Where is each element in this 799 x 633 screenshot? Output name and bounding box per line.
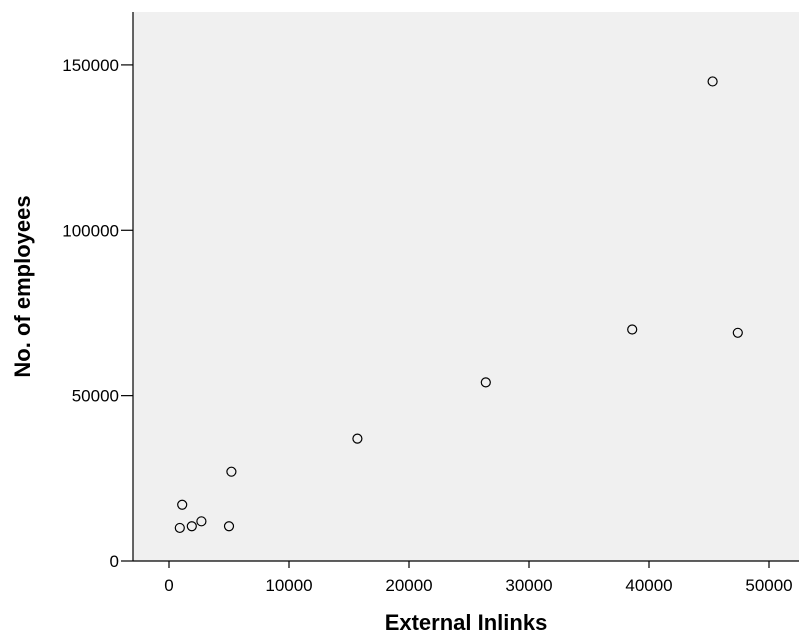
- data-point: [627, 324, 638, 335]
- data-point: [223, 521, 235, 532]
- data-point: [352, 433, 363, 444]
- data-point: [732, 327, 743, 338]
- data-point: [196, 516, 207, 527]
- y-tick-label: 0: [110, 552, 119, 571]
- data-points: [174, 76, 743, 534]
- x-tick-label: 0: [164, 576, 173, 595]
- x-tick-label: 10000: [265, 576, 312, 595]
- data-point: [177, 499, 188, 510]
- x-tick-label: 50000: [745, 576, 792, 595]
- x-axis-title: External Inlinks: [385, 610, 548, 633]
- data-point: [174, 522, 185, 534]
- y-axis-title: No. of employees: [10, 195, 35, 377]
- x-tick-label: 20000: [385, 576, 432, 595]
- x-tick-label: 40000: [625, 576, 672, 595]
- data-point: [707, 76, 718, 87]
- data-point: [186, 521, 197, 532]
- y-tick-label: 100000: [62, 221, 119, 240]
- data-point: [480, 377, 491, 388]
- x-axis: 0 10000 20000 30000 40000 50000: [133, 560, 799, 595]
- y-tick-label: 150000: [62, 56, 119, 75]
- y-tick-label: 50000: [72, 387, 119, 406]
- x-tick-label: 30000: [505, 576, 552, 595]
- data-point: [226, 466, 237, 477]
- y-axis: 0 50000 100000 150000: [62, 12, 134, 571]
- plot-area: [133, 12, 799, 561]
